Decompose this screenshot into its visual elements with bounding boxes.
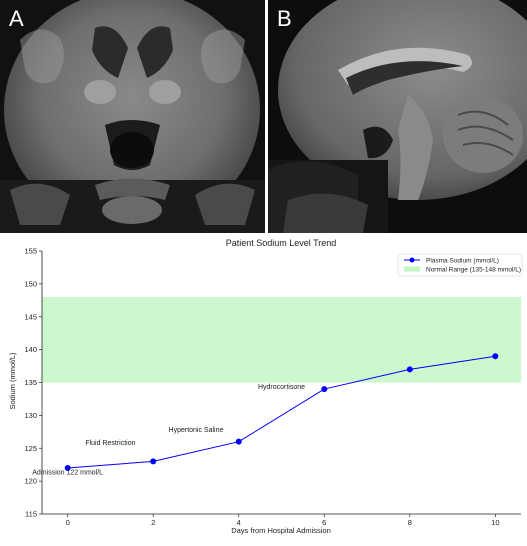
x-tick-label: 8 xyxy=(408,518,412,527)
legend-box xyxy=(397,253,523,277)
series-line xyxy=(67,355,496,469)
y-tick-label: 140 xyxy=(24,345,37,354)
x-tick-label: 4 xyxy=(237,518,241,527)
y-tick-label: 120 xyxy=(24,477,37,486)
annotation-label: Hypertonic Saline xyxy=(169,427,224,434)
chart-legend: Plasma Sodium (mmol/L) Normal Range (135… xyxy=(397,253,523,277)
data-point xyxy=(492,353,499,360)
data-point xyxy=(406,366,413,373)
chart-svg: 115 120 125 130 135 140 145 150 155 0 2 4 6 8 10 Admis… xyxy=(0,233,527,546)
y-tick-label: 115 xyxy=(25,510,37,519)
mri-sagittal-image xyxy=(268,0,527,233)
panel-a-label: A xyxy=(9,6,24,31)
y-tick-label: 135 xyxy=(24,378,37,387)
annotation-label: Fluid Restriction xyxy=(85,440,135,447)
x-tick-label: 2 xyxy=(151,518,155,527)
sodium-trend-chart: 115 120 125 130 135 140 145 150 155 0 2 4 6 8 10 Admis… xyxy=(0,233,527,546)
x-tick-label: 0 xyxy=(66,518,70,527)
y-tick-label: 155 xyxy=(24,247,37,256)
data-point xyxy=(150,458,157,465)
y-tick-label: 150 xyxy=(24,279,37,288)
x-tick-label: 10 xyxy=(491,518,499,527)
normal-range-band xyxy=(42,297,521,383)
legend-marker-swatch xyxy=(409,257,415,263)
band-layer xyxy=(42,297,521,383)
data-point xyxy=(235,438,242,445)
x-tick-label: 6 xyxy=(322,518,326,527)
y-axis-title: Sodium (mmol/L) xyxy=(8,352,17,410)
legend-band-swatch xyxy=(404,266,420,272)
annotation-label: Hydrocortisone xyxy=(258,384,305,391)
annotation-layer: Admission 122 mmol/L Fluid Restriction Hyp… xyxy=(32,384,305,476)
data-point xyxy=(321,386,328,393)
legend-band-label: Normal Range (135-148 mmol/L) xyxy=(426,267,521,274)
y-tick-label: 145 xyxy=(24,312,37,321)
legend-series-label: Plasma Sodium (mmol/L) xyxy=(426,258,499,265)
mri-panel-a-coronal: A xyxy=(0,0,265,233)
data-point xyxy=(64,464,71,471)
mri-coronal-image xyxy=(0,0,265,233)
panel-b-label: B xyxy=(277,6,292,31)
annotation-label: Admission 122 mmol/L xyxy=(32,470,103,477)
chart-title: Patient Sodium Level Trend xyxy=(226,238,337,248)
mri-panel-b-sagittal: B xyxy=(268,0,527,233)
y-tick-label: 130 xyxy=(24,411,37,420)
x-axis-title: Days from Hospital Admission xyxy=(231,526,331,535)
y-tick-label: 125 xyxy=(24,444,37,453)
axes-layer: 115 120 125 130 135 140 145 150 155 0 2 4 6 8 10 xyxy=(24,247,521,527)
series-layer xyxy=(64,353,499,471)
